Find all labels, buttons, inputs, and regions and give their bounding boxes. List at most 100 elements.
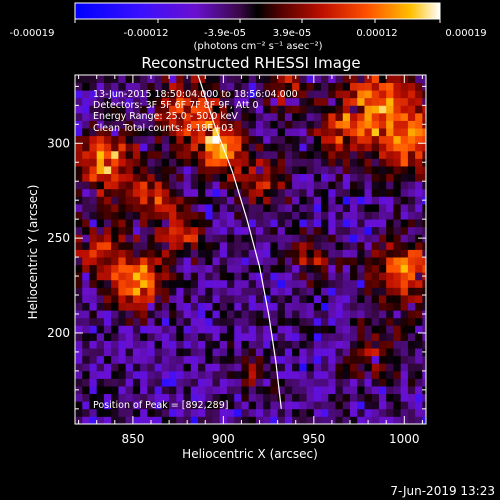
heatmap-cell <box>386 90 394 99</box>
heatmap-cell <box>393 196 402 205</box>
heatmap-cell <box>212 188 221 197</box>
heatmap-cell <box>255 325 264 334</box>
heatmap-cell <box>277 135 286 144</box>
heatmap-cell <box>248 90 257 99</box>
heatmap-cell <box>75 257 83 266</box>
heatmap-cell <box>263 249 271 258</box>
heatmap-cell <box>306 401 315 410</box>
heatmap-cell <box>118 241 127 250</box>
heatmap-cell <box>270 370 279 379</box>
heatmap-cell <box>198 90 206 99</box>
heatmap-cell <box>313 211 322 220</box>
heatmap-cell <box>161 196 170 205</box>
heatmap-cell <box>371 272 380 281</box>
heatmap-cell <box>212 302 221 311</box>
heatmap-cell <box>393 325 402 334</box>
heatmap-cell <box>335 355 344 364</box>
heatmap-cell <box>183 370 192 379</box>
heatmap-cell <box>299 317 307 326</box>
heatmap-cell <box>328 325 336 334</box>
heatmap-cell <box>205 234 213 243</box>
heatmap-cell <box>378 188 387 197</box>
heatmap-cell <box>198 264 206 273</box>
heatmap-cell <box>89 408 98 417</box>
heatmap-cell <box>371 135 380 144</box>
heatmap-cell <box>263 97 271 106</box>
heatmap-cell <box>357 188 365 197</box>
heatmap-cell <box>205 112 213 121</box>
heatmap-cell <box>342 234 351 243</box>
heatmap-cell <box>248 219 257 228</box>
heatmap-cell <box>292 90 300 99</box>
heatmap-cell <box>335 317 344 326</box>
axis-ticks <box>75 75 426 424</box>
heatmap-cell <box>183 401 192 410</box>
heatmap-cell <box>321 150 329 159</box>
heatmap-cell <box>226 272 235 281</box>
heatmap-cell <box>96 416 105 424</box>
heatmap-cell <box>277 393 286 402</box>
heatmap-cell <box>125 302 134 311</box>
heatmap-cell <box>422 211 426 220</box>
heatmap-cell <box>342 363 351 372</box>
heatmap-cell <box>299 135 307 144</box>
heatmap-cell <box>190 355 199 364</box>
heatmap-cell <box>248 120 257 129</box>
heatmap-cell <box>226 82 235 91</box>
heatmap-cell <box>255 120 264 129</box>
heatmap-cell <box>118 196 127 205</box>
heatmap-cell <box>125 135 134 144</box>
heatmap-cell <box>111 363 119 372</box>
heatmap-cell <box>82 219 90 228</box>
heatmap-cell <box>219 219 228 228</box>
heatmap-cell <box>328 82 336 91</box>
heatmap-cell <box>248 196 257 205</box>
heatmap-cell <box>125 181 134 190</box>
heatmap-cell <box>350 226 358 235</box>
heatmap-cell <box>219 82 228 91</box>
heatmap-cell <box>313 135 322 144</box>
heatmap-cell <box>357 310 365 319</box>
heatmap-cell <box>270 97 279 106</box>
heatmap-cell <box>183 332 192 341</box>
heatmap-cell <box>190 272 199 281</box>
heatmap-cell <box>241 75 250 83</box>
heatmap-cell <box>364 408 373 417</box>
heatmap-cell <box>292 393 300 402</box>
annotation-time-range: 13-Jun-2015 18:50:04.000 to 18:56:04.000 <box>93 89 298 100</box>
heatmap-cell <box>140 241 148 250</box>
heatmap-cell <box>393 120 402 129</box>
heatmap-cell <box>328 234 336 243</box>
heatmap-cell <box>212 279 221 288</box>
heatmap-cell <box>219 181 228 190</box>
heatmap-cell <box>140 181 148 190</box>
heatmap-cell <box>407 317 416 326</box>
heatmap-cell <box>393 150 402 159</box>
heatmap-cell <box>241 287 250 296</box>
heatmap-cell <box>96 393 105 402</box>
heatmap-cell <box>147 234 156 243</box>
heatmap-cell <box>335 302 344 311</box>
heatmap-cell <box>241 325 250 334</box>
heatmap-cell <box>154 370 163 379</box>
heatmap-cell <box>270 325 279 334</box>
heatmap-cell <box>176 370 184 379</box>
heatmap-cell <box>263 82 271 91</box>
heatmap-cell <box>169 317 177 326</box>
heatmap-cell <box>306 416 315 424</box>
heatmap-cell <box>82 234 90 243</box>
heatmap-cell <box>89 272 98 281</box>
heatmap-cell <box>241 143 250 152</box>
heatmap-cell <box>371 325 380 334</box>
heatmap-cell <box>386 82 394 91</box>
heatmap-cell <box>125 279 134 288</box>
heatmap-cell <box>111 188 119 197</box>
heatmap-cell <box>147 241 156 250</box>
heatmap-cell <box>393 257 402 266</box>
heatmap-cell <box>89 332 98 341</box>
heatmap-cell <box>277 378 286 387</box>
heatmap-cell <box>335 135 344 144</box>
heatmap-cell <box>248 272 257 281</box>
heatmap-cell <box>212 363 221 372</box>
heatmap-cell <box>321 287 329 296</box>
